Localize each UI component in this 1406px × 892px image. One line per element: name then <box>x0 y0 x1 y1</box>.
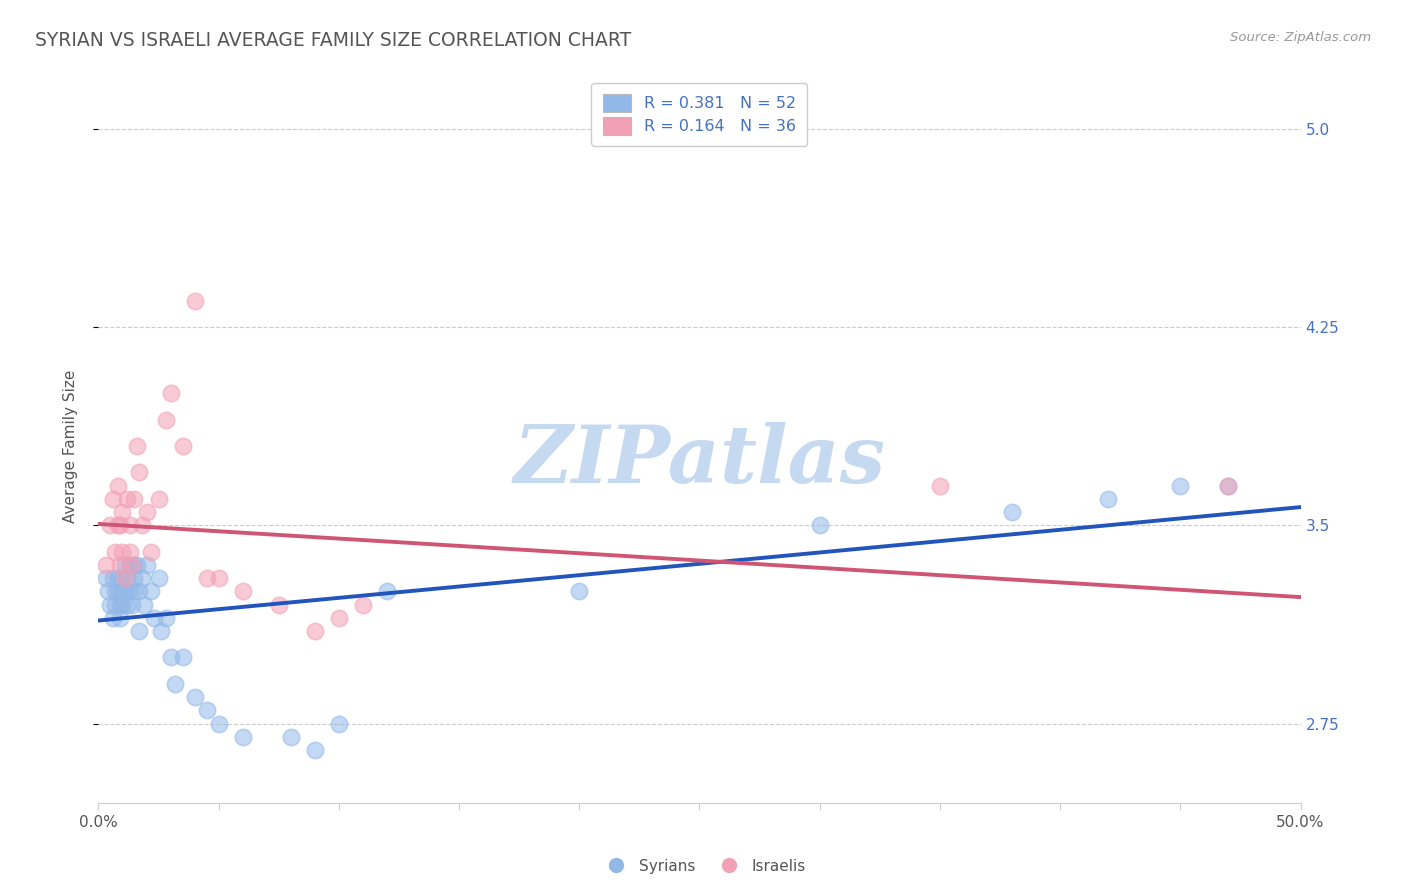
Point <box>135 558 157 572</box>
Point <box>352 598 374 612</box>
Point <box>128 584 150 599</box>
Point <box>117 491 139 506</box>
Text: ZIPatlas: ZIPatlas <box>513 422 886 499</box>
Point <box>124 558 146 572</box>
Y-axis label: Average Family Size: Average Family Size <box>63 369 77 523</box>
Point <box>104 545 127 559</box>
Point <box>111 505 134 519</box>
Point <box>108 518 131 533</box>
Point <box>1170 478 1192 492</box>
Point <box>124 571 146 585</box>
Point <box>128 624 150 638</box>
Point <box>124 584 146 599</box>
Point <box>183 293 205 308</box>
Text: SYRIAN VS ISRAELI AVERAGE FAMILY SIZE CORRELATION CHART: SYRIAN VS ISRAELI AVERAGE FAMILY SIZE CO… <box>35 31 631 50</box>
Point <box>195 703 218 717</box>
Point <box>267 598 290 612</box>
Point <box>568 875 591 889</box>
Point <box>131 571 153 585</box>
Point <box>107 478 129 492</box>
Point <box>280 730 302 744</box>
Point <box>107 571 129 585</box>
Point <box>208 716 231 731</box>
Point <box>118 518 141 533</box>
Point <box>101 571 124 585</box>
Point <box>148 491 170 506</box>
Point <box>114 584 136 599</box>
Point <box>149 624 172 638</box>
Point <box>108 611 131 625</box>
Point <box>104 584 127 599</box>
Legend: Syrians, Israelis: Syrians, Israelis <box>595 853 811 880</box>
Point <box>107 518 129 533</box>
Text: Source: ZipAtlas.com: Source: ZipAtlas.com <box>1230 31 1371 45</box>
Point <box>141 584 163 599</box>
Legend: R = 0.381   N = 52, R = 0.164   N = 36: R = 0.381 N = 52, R = 0.164 N = 36 <box>592 83 807 145</box>
Point <box>1097 491 1119 506</box>
Point <box>118 545 141 559</box>
Point <box>100 598 122 612</box>
Point <box>183 690 205 704</box>
Point <box>124 491 146 506</box>
Point <box>111 598 134 612</box>
Point <box>808 518 831 533</box>
Point <box>108 598 131 612</box>
Point <box>114 571 136 585</box>
Point <box>121 598 143 612</box>
Point <box>195 571 218 585</box>
Point <box>125 558 148 572</box>
Point <box>1218 478 1240 492</box>
Point <box>141 545 163 559</box>
Point <box>128 466 150 480</box>
Point <box>928 478 950 492</box>
Point <box>104 598 127 612</box>
Point <box>101 611 124 625</box>
Point <box>111 545 134 559</box>
Point <box>208 571 231 585</box>
Point <box>100 518 122 533</box>
Point <box>568 584 591 599</box>
Point <box>107 584 129 599</box>
Point <box>1218 478 1240 492</box>
Point <box>131 518 153 533</box>
Point <box>97 584 120 599</box>
Point <box>172 650 194 665</box>
Point <box>117 598 139 612</box>
Point <box>135 505 157 519</box>
Point <box>118 558 141 572</box>
Point <box>328 716 350 731</box>
Point <box>117 571 139 585</box>
Point <box>111 584 134 599</box>
Point <box>94 558 117 572</box>
Point <box>165 677 187 691</box>
Point <box>159 386 181 401</box>
Point <box>159 650 181 665</box>
Point <box>111 571 134 585</box>
Point <box>114 558 136 572</box>
Point <box>148 571 170 585</box>
Point <box>232 584 254 599</box>
Point <box>142 611 165 625</box>
Point <box>155 412 177 426</box>
Point <box>155 611 177 625</box>
Point <box>108 558 131 572</box>
Point <box>304 624 326 638</box>
Point <box>375 584 398 599</box>
Point <box>328 611 350 625</box>
Point <box>304 743 326 757</box>
Point <box>121 558 143 572</box>
Point <box>1001 505 1024 519</box>
Point <box>232 730 254 744</box>
Point <box>94 571 117 585</box>
Point <box>172 439 194 453</box>
Point <box>132 598 155 612</box>
Point <box>101 491 124 506</box>
Point <box>125 439 148 453</box>
Point <box>118 584 141 599</box>
